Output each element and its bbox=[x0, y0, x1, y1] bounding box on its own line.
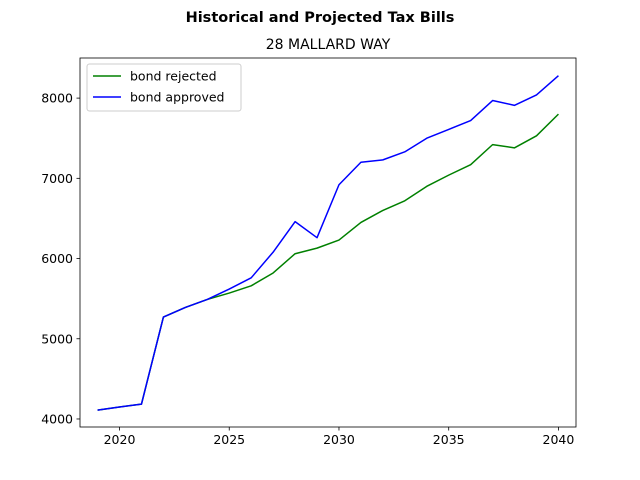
legend-label-0: bond rejected bbox=[130, 69, 217, 84]
x-tick-label: 2025 bbox=[213, 432, 245, 447]
x-tick-label: 2040 bbox=[543, 432, 575, 447]
y-tick-label: 5000 bbox=[41, 331, 73, 346]
legend-label-1: bond approved bbox=[130, 90, 224, 105]
series-line-0 bbox=[97, 113, 559, 411]
chart-subtitle: 28 MALLARD WAY bbox=[266, 37, 391, 53]
x-tick-label: 2035 bbox=[433, 432, 465, 447]
y-tick-label: 6000 bbox=[41, 251, 73, 266]
legend-box bbox=[86, 63, 242, 112]
x-tick-label: 2030 bbox=[323, 432, 355, 447]
series-line-1 bbox=[97, 75, 559, 411]
x-tick-label: 2020 bbox=[104, 432, 136, 447]
y-tick-label: 8000 bbox=[41, 91, 73, 106]
y-tick-label: 7000 bbox=[41, 171, 73, 186]
y-tick-label: 4000 bbox=[41, 411, 73, 426]
axes-frame bbox=[79, 57, 577, 428]
plot-area: 2020 2025 2030 2035 2040 4000 5000 6000 7000 8000… bbox=[41, 57, 577, 447]
chart-title: Historical and Projected Tax Bills bbox=[186, 10, 455, 26]
